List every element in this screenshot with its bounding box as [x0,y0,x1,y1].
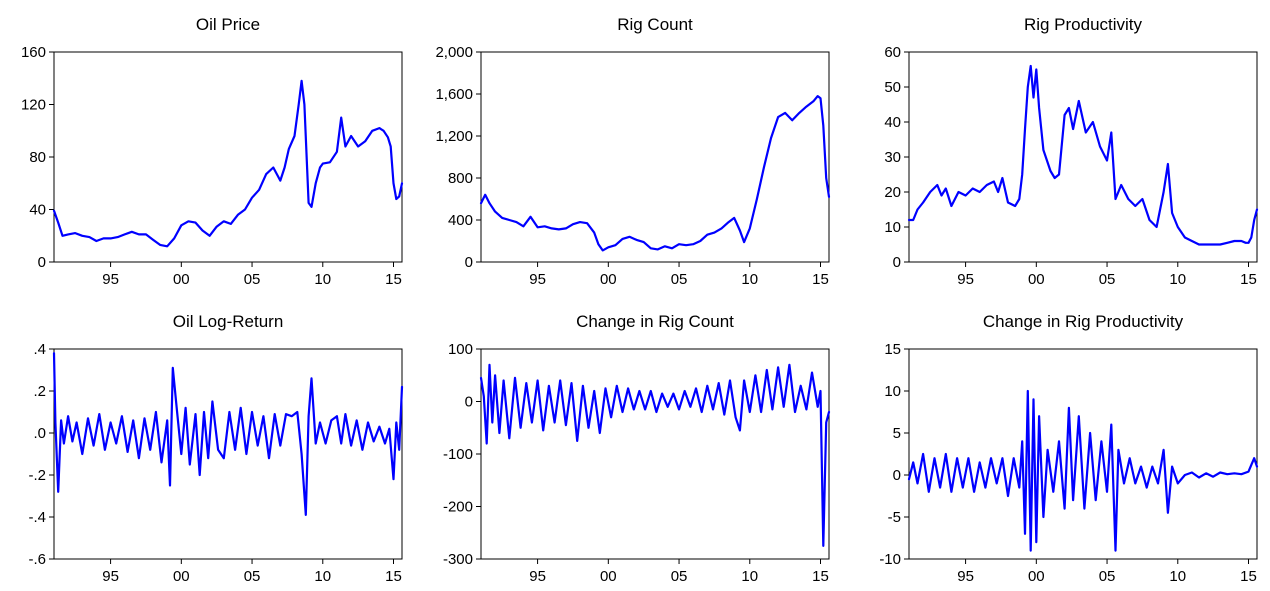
y-tick-label: 0 [893,467,901,484]
x-tick-label: 95 [957,271,974,288]
y-tick-label: -300 [443,551,473,568]
series-line [907,64,1259,246]
y-tick-label: 0 [893,254,901,271]
x-tick-label: 10 [314,271,331,288]
x-tick-label: 05 [671,568,688,585]
y-tick-label: 2,000 [435,44,473,61]
x-tick-label: 05 [244,271,261,288]
plot-frame [908,51,1258,263]
y-tick-label: -.2 [28,467,46,484]
plot-frame [53,51,403,263]
plot-frame [53,348,403,560]
y-tick-label: -100 [443,446,473,463]
x-tick-label: 95 [529,568,546,585]
y-tick-label: 20 [884,184,901,201]
x-tick-label: 10 [1169,568,1186,585]
x-tick-label: 95 [102,271,119,288]
x-tick-label: 15 [812,568,829,585]
series-line [479,363,831,548]
y-tick-label: 60 [884,44,901,61]
y-tick-label: 400 [448,212,473,229]
chart-title: Change in Rig Count [576,312,734,331]
x-tick-label: 15 [812,271,829,288]
x-tick-label: 10 [1169,271,1186,288]
x-tick-label: 10 [314,568,331,585]
series-line [479,94,831,252]
y-tick-label: 30 [884,149,901,166]
x-tick-label: 15 [385,271,402,288]
x-tick-label: 05 [1099,271,1116,288]
y-tick-label: -10 [879,551,901,568]
chart-panel-3: Rig Productivity 0 10 20 30 40 50 60 95 00 05 10 15 [884,15,1259,288]
x-tick-label: 95 [102,568,119,585]
y-tick-label: -.6 [28,551,46,568]
chart-title: Rig Productivity [1024,15,1143,34]
y-tick-label: -5 [888,509,901,526]
x-tick-label: 95 [957,568,974,585]
chart-title: Rig Count [617,15,693,34]
y-tick-label: .0 [33,425,46,442]
y-tick-label: -200 [443,499,473,516]
chart-title: Oil Log-Return [173,312,284,331]
y-tick-label: 120 [21,97,46,114]
y-tick-label: 80 [29,149,46,166]
y-tick-label: 1,600 [435,86,473,103]
chart-panel-5: Change in Rig Count -300 -200 -100 0 100 95 00 0… [443,312,831,585]
y-tick-label: 1,200 [435,128,473,145]
x-tick-label: 15 [1240,271,1257,288]
y-tick-label: 160 [21,44,46,61]
y-tick-label: 40 [884,114,901,131]
chart-panel-1: Oil Price 0 40 80 120 160 95 00 05 10 15 [21,15,404,288]
chart-title: Oil Price [196,15,260,34]
series-line [907,389,1259,552]
y-tick-label: -.4 [28,509,46,526]
x-tick-label: 95 [529,271,546,288]
y-tick-label: 0 [38,254,46,271]
x-tick-label: 00 [173,568,190,585]
y-tick-label: 0 [465,254,473,271]
x-tick-label: 00 [173,271,190,288]
x-tick-label: 05 [244,568,261,585]
x-tick-label: 05 [671,271,688,288]
y-tick-label: 100 [448,341,473,358]
plot-frame [908,348,1258,560]
y-tick-label: .4 [33,341,46,358]
x-tick-label: 15 [385,568,402,585]
x-tick-label: 15 [1240,568,1257,585]
y-tick-label: 40 [29,202,46,219]
x-tick-label: 10 [741,271,758,288]
x-tick-label: 00 [600,568,617,585]
y-tick-label: 50 [884,79,901,96]
x-tick-label: 05 [1099,568,1116,585]
plot-frame [480,51,830,263]
chart-panel-2: Rig Count 0 400 800 1,200 1,600 2,000 95 00 05 10 1… [435,15,831,288]
chart-panel-4: Oil Log-Return -.6 -.4 -.2 .0 .2 .4 95 00 05 10 15 [28,312,404,585]
y-tick-label: 0 [465,394,473,411]
y-tick-label: 15 [884,341,901,358]
x-tick-label: 00 [1028,568,1045,585]
y-tick-label: 5 [893,425,901,442]
x-tick-label: 00 [600,271,617,288]
x-tick-label: 00 [1028,271,1045,288]
y-tick-label: 800 [448,170,473,187]
y-tick-label: .2 [33,383,46,400]
series-line [52,79,404,248]
series-line [52,352,404,517]
chart-title: Change in Rig Productivity [983,312,1184,331]
x-tick-label: 10 [741,568,758,585]
y-tick-label: 10 [884,383,901,400]
y-tick-label: 10 [884,219,901,236]
